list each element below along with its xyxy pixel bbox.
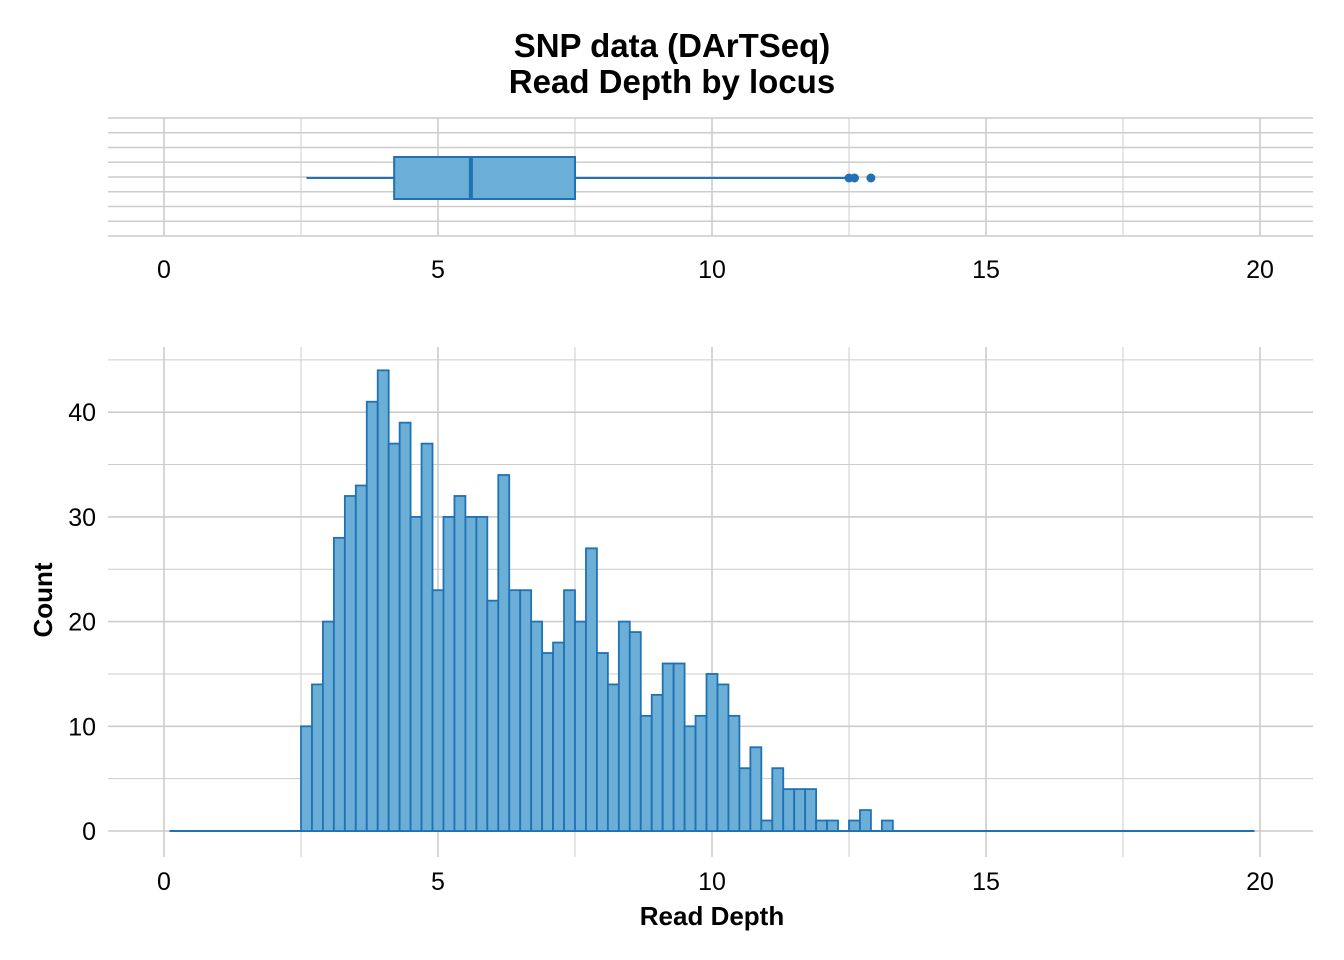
hist-bar (442, 516, 456, 832)
hist-bar (519, 589, 533, 832)
hist-bar (880, 819, 894, 832)
hist-bar (672, 662, 686, 832)
hist-bar (848, 819, 861, 832)
hist-bar (694, 714, 708, 832)
hist-bar (563, 589, 576, 832)
chart-title-line1: SNP data (DArTSeq) (513, 27, 831, 64)
hist-bar (530, 620, 544, 832)
hist-bar (552, 641, 565, 832)
hist-bar (650, 693, 664, 832)
hist-x-tick-label: 5 (431, 868, 445, 896)
hist-bar (486, 599, 500, 832)
box-x-tick-label: 5 (431, 256, 445, 284)
hist-bar (804, 788, 818, 832)
hist-bar (606, 683, 620, 832)
x-axis-label: Read Depth (640, 901, 784, 931)
hist-bar (727, 714, 741, 832)
hist-bar (354, 484, 368, 832)
histogram-panel: 0 10 20 30 40 0 5 10 15 20 (68, 347, 1313, 896)
hist-bar (826, 819, 839, 832)
box-iqr (393, 156, 576, 200)
box-x-tick-label: 20 (1246, 256, 1274, 284)
hist-bar (431, 589, 445, 832)
hist-bar (574, 620, 587, 832)
box-x-tick-label: 0 (157, 256, 171, 284)
hist-bar (716, 683, 730, 832)
hist-bar (585, 547, 598, 832)
hist-bar (332, 536, 346, 832)
hist-bar (311, 683, 324, 832)
hist-bar (738, 767, 752, 832)
hist-bar (376, 369, 390, 832)
hist-bar (541, 652, 554, 832)
hist-bar (683, 725, 697, 832)
hist-bar (464, 516, 478, 832)
hist-bar (343, 495, 357, 832)
hist-bar (760, 819, 774, 832)
hist-y-tick-label: 20 (68, 609, 96, 637)
chart-title-line2: Read Depth by locus (508, 63, 836, 100)
hist-bar (859, 809, 872, 832)
hist-bar (365, 400, 379, 832)
hist-bar (705, 673, 719, 832)
y-axis-label: Count (28, 562, 58, 637)
hist-x-tick-label: 20 (1246, 868, 1274, 896)
hist-y-tick-label: 30 (68, 504, 96, 532)
hist-x-tick-label: 10 (698, 868, 726, 896)
hist-bar (617, 620, 631, 832)
hist-bar (661, 662, 675, 832)
hist-y-tick-label: 10 (68, 713, 96, 741)
boxplot-panel: 0 5 10 15 20 (108, 117, 1313, 284)
box-x-tick-label: 10 (698, 256, 726, 284)
hist-bar (420, 442, 434, 832)
hist-bar (387, 442, 401, 832)
hist-bar (793, 788, 807, 832)
hist-bar (300, 725, 313, 832)
hist-bar (771, 767, 785, 832)
hist-y-tick-label: 40 (68, 399, 96, 427)
hist-bar (497, 474, 511, 832)
box-outlier (866, 173, 876, 183)
hist-bar (398, 421, 412, 832)
hist-bar (322, 620, 335, 832)
hist-x-tick-label: 0 (157, 868, 171, 896)
hist-bar (508, 589, 522, 832)
hist-y-tick-label: 0 (82, 818, 96, 846)
hist-bar (749, 746, 763, 832)
hist-bar (782, 788, 796, 832)
box-x-tick-label: 15 (972, 256, 1000, 284)
hist-bar (639, 714, 653, 832)
hist-bar (596, 652, 609, 832)
hist-bar (815, 819, 828, 832)
hist-bar (628, 631, 642, 832)
hist-bar (475, 516, 489, 832)
box-outlier (849, 173, 859, 183)
hist-bar (409, 516, 423, 832)
hist-bar (453, 495, 467, 832)
hist-x-tick-label: 15 (972, 868, 1000, 896)
